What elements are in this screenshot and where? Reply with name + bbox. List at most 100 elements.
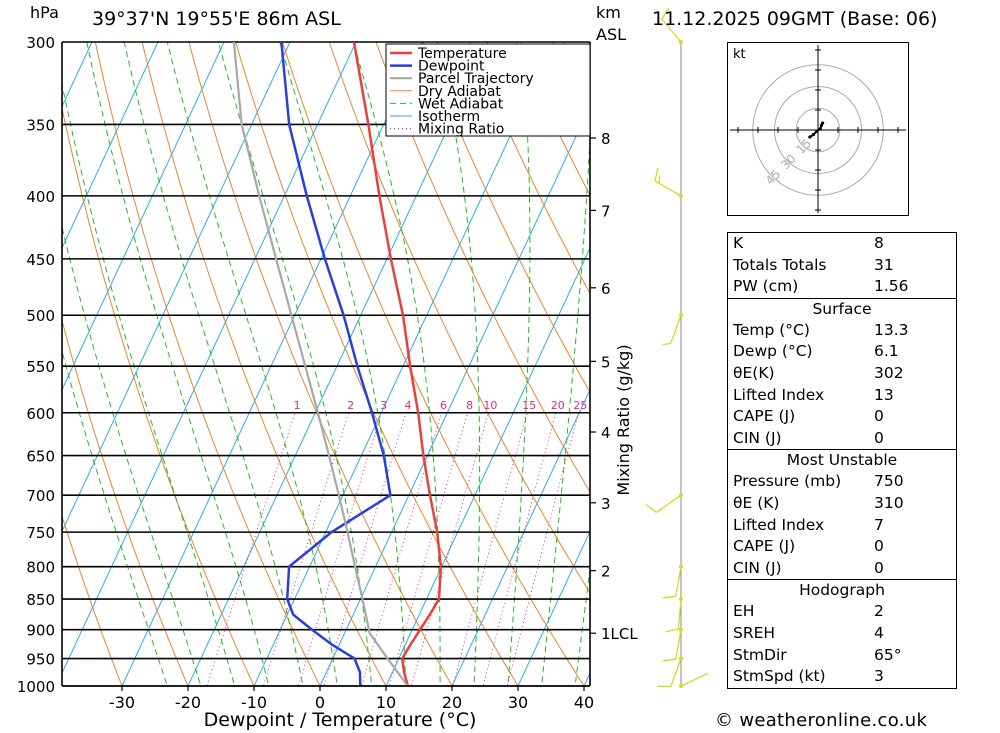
index-label: StmSpd (kt) xyxy=(733,667,826,686)
pressure-tick-label: 300 xyxy=(26,34,55,52)
index-label: K xyxy=(733,234,744,252)
legend-entry: Dry Adiabat xyxy=(418,84,501,100)
index-row: Pressure (mb) 750 xyxy=(728,471,956,493)
mixing-ratio-label: 20 xyxy=(551,399,565,412)
wind-barb-flag xyxy=(662,658,676,662)
index-row: θE(K) 302 xyxy=(728,363,956,385)
x-tick-label: -10 xyxy=(241,693,267,712)
index-value: 31 xyxy=(874,255,894,274)
pressure-tick-label: 950 xyxy=(26,651,55,669)
wind-barb-flag xyxy=(662,342,671,346)
index-label: CAPE (J) xyxy=(733,407,796,426)
index-label: SREH xyxy=(733,623,776,642)
wind-barb-flag xyxy=(654,167,659,182)
indices-panel: K 8 Totals Totals 31 PW (cm) 1.56 Surface Tem… xyxy=(727,232,957,689)
asl-unit-label: ASL xyxy=(596,25,626,44)
wind-barb-staff xyxy=(670,315,682,344)
index-label: Pressure (mb) xyxy=(733,472,842,491)
hodograph-point xyxy=(815,129,819,133)
isotherm-line xyxy=(62,42,159,250)
mixing-ratio-label: 10 xyxy=(483,399,497,412)
index-label: Totals Totals xyxy=(733,255,827,274)
legend-entry: Wet Adiabat xyxy=(418,96,504,112)
wind-barb-flag xyxy=(645,503,657,513)
index-value: 7 xyxy=(874,515,884,534)
index-row: Lifted Index 13 xyxy=(728,385,956,407)
wet-adiabat-line xyxy=(541,130,590,686)
mixing-ratio-line xyxy=(410,412,489,686)
isotherm-line xyxy=(385,246,590,686)
wet-adiabat-line xyxy=(86,42,270,686)
copyright-footer: © weatheronline.co.uk xyxy=(715,710,928,731)
pressure-tick-label: 750 xyxy=(26,524,55,542)
wind-barb-flag xyxy=(657,685,671,688)
km-tick-label: 7 xyxy=(601,202,611,220)
x-tick-label: 40 xyxy=(574,693,594,712)
mixing-ratio-axis-title: Mixing Ratio (g/kg) xyxy=(614,344,633,495)
index-value: 2 xyxy=(874,602,884,621)
pressure-tick-label: 850 xyxy=(26,591,55,609)
index-label: StmDir xyxy=(733,645,787,664)
most-unstable-section: Most Unstable Pressure (mb) 750 θE (K) 310 L… xyxy=(728,449,956,579)
dry-adiabat-line xyxy=(422,42,590,394)
wind-barb-staff xyxy=(675,566,682,597)
surface-section: Surface Temp (°C) 13.3 Dewp (°C) 6.1 θE(K) 30… xyxy=(728,297,956,450)
hodograph-point xyxy=(818,127,822,131)
pressure-unit-label: hPa xyxy=(30,3,59,22)
index-label: Dewp (°C) xyxy=(733,342,813,361)
index-row: θE (K) 310 xyxy=(728,493,956,515)
wet-adiabat-line xyxy=(436,42,481,686)
index-value: 65° xyxy=(874,645,902,664)
wet-adiabat-line xyxy=(123,42,304,686)
legend-entry: Parcel Trajectory xyxy=(418,71,534,87)
mixing-ratio-line xyxy=(506,412,579,686)
x-tick-label: -30 xyxy=(109,693,135,712)
pressure-tick-label: 450 xyxy=(26,251,55,269)
wind-barb-flag xyxy=(661,7,670,20)
index-label: θE(K) xyxy=(733,363,775,382)
hodograph-indices-title: Hodograph xyxy=(799,581,885,600)
index-row: PW (cm) 1.56 xyxy=(728,276,956,298)
pressure-tick-label: 700 xyxy=(26,487,55,505)
mixing-ratio-line xyxy=(361,412,442,686)
index-value: 3 xyxy=(874,667,884,686)
wind-barb-staff xyxy=(677,599,682,630)
index-value: 1.56 xyxy=(874,277,909,296)
isotherm-line xyxy=(62,42,225,391)
wet-adiabat-line xyxy=(62,81,236,686)
hodograph-panel: kt 15 30 45 xyxy=(727,42,909,216)
pressure-tick-label: 650 xyxy=(26,448,55,466)
index-row: StmSpd (kt) 3 xyxy=(728,666,956,688)
index-value: 0 xyxy=(874,558,884,577)
isotherm-line xyxy=(319,105,590,686)
mixing-ratio-label: 25 xyxy=(573,399,587,412)
index-label: Lifted Index xyxy=(733,385,825,404)
legend-box xyxy=(385,43,591,137)
parcel-trajectory-profile xyxy=(232,42,409,686)
mixing-ratio-line xyxy=(482,412,557,686)
wind-barb-staff xyxy=(670,658,682,687)
index-row: CAPE (J) 0 xyxy=(728,406,956,428)
km-tick-label: 2 xyxy=(601,563,611,581)
wind-barb-staff xyxy=(675,629,682,660)
x-tick-label: 10 xyxy=(376,693,396,712)
hodograph-unit: kt xyxy=(733,47,746,62)
wind-barb-flag xyxy=(665,628,679,633)
mixing-ratio-label: 3 xyxy=(380,399,387,412)
datetime-title: 11.12.2025 09GMT (Base: 06) xyxy=(652,8,937,30)
index-label: EH xyxy=(733,602,755,621)
legend-entry: Temperature xyxy=(417,46,507,62)
isotherm-line xyxy=(0,0,5,712)
pressure-tick-label: 900 xyxy=(26,622,55,640)
km-unit-label: km xyxy=(596,3,621,22)
x-tick-label: 0 xyxy=(315,693,325,712)
dry-adiabat-line xyxy=(62,514,123,686)
x-tick-label: -20 xyxy=(175,693,201,712)
legend-entry: Dewpoint xyxy=(418,59,485,75)
mixing-ratio-line xyxy=(206,412,296,686)
index-row: SREH 4 xyxy=(728,623,956,645)
km-tick-label: 4 xyxy=(601,424,611,442)
